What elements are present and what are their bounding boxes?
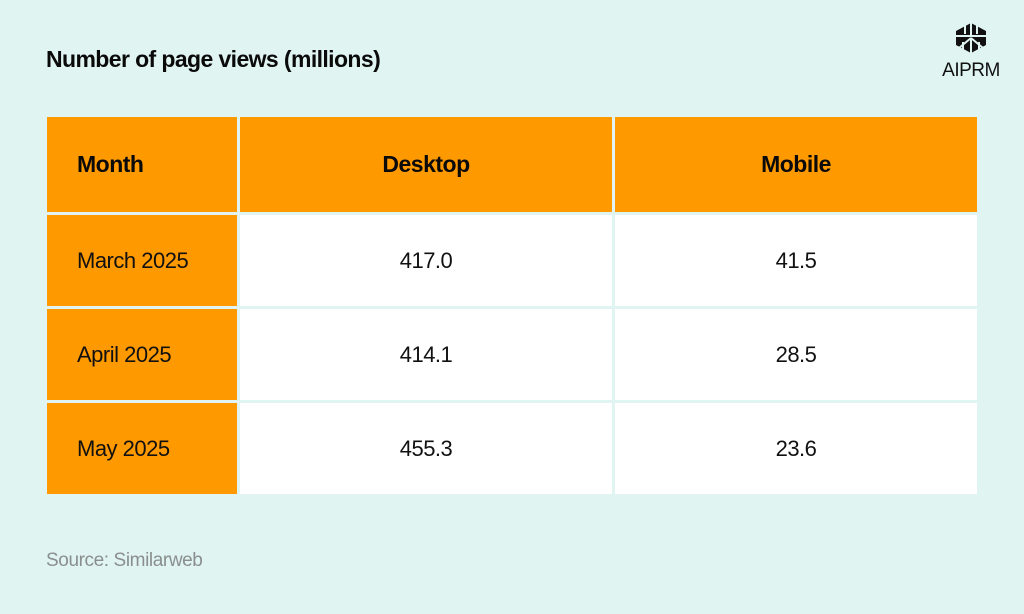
table-row: April 2025 414.1 28.5 [47,309,977,400]
cell-mobile: 41.5 [615,215,977,306]
table-row: May 2025 455.3 23.6 [47,403,977,494]
header-mobile: Mobile [615,117,977,212]
cell-month: March 2025 [47,215,237,306]
source-note: Source: Similarweb [46,550,203,571]
table-row: March 2025 417.0 41.5 [47,215,977,306]
cell-mobile: 28.5 [615,309,977,400]
cell-month: April 2025 [47,309,237,400]
cell-month: May 2025 [47,403,237,494]
cell-desktop: 414.1 [240,309,612,400]
aiprm-logo-icon [956,23,986,53]
cell-mobile: 23.6 [615,403,977,494]
cell-desktop: 455.3 [240,403,612,494]
logo-text: AIPRM [942,60,1000,81]
header-month: Month [47,117,237,212]
page-views-table: Month Desktop Mobile March 2025 417.0 41… [44,114,980,497]
brand-logo: AIPRM [938,22,1004,82]
table-header-row: Month Desktop Mobile [47,117,977,212]
chart-title: Number of page views (millions) [46,46,381,72]
cell-desktop: 417.0 [240,215,612,306]
header-desktop: Desktop [240,117,612,212]
